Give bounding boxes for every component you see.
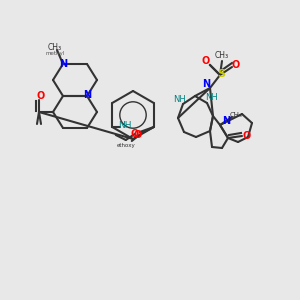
Text: O: O [37,91,45,101]
Text: N: N [202,79,210,89]
Text: NH: NH [172,94,185,103]
Text: N: N [59,59,67,69]
Text: CH₃: CH₃ [48,43,62,52]
Text: O: O [202,56,210,66]
Text: NH: NH [205,94,218,103]
Text: CH₃: CH₃ [215,50,229,59]
Text: S: S [217,69,225,79]
Text: ethoxy: ethoxy [116,142,135,148]
Text: NH: NH [118,121,132,130]
Text: O: O [243,131,251,141]
Text: O: O [134,130,142,140]
Text: O: O [232,60,240,70]
Text: N: N [222,116,230,126]
Text: O: O [131,129,139,139]
Text: CH₃: CH₃ [230,112,242,118]
Text: N: N [83,90,91,100]
Text: methyl: methyl [45,52,64,56]
